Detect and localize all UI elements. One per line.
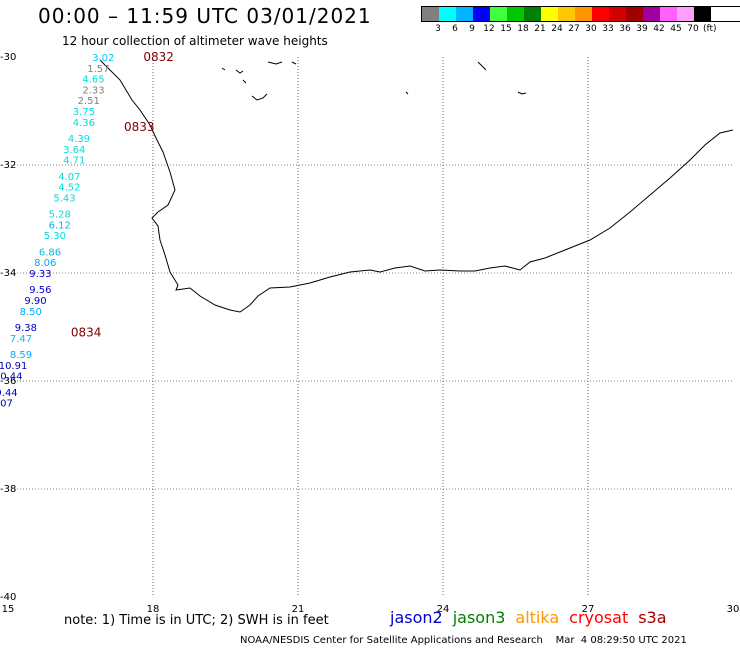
legend-swatches [421, 6, 740, 22]
pass-time-label: 0832 [143, 50, 174, 64]
legend-swatch [660, 7, 677, 21]
legend-label: 27 [568, 24, 580, 34]
legend-label: 9 [469, 24, 475, 34]
wave-height-value: 10.44 [0, 372, 23, 383]
wave-height-value: 9.33 [29, 269, 51, 280]
legend-label: 33 [602, 24, 614, 34]
lon-tick-label: 18 [147, 604, 160, 615]
pass-time-labels: 0832 0833 0834 [71, 50, 174, 339]
axis-ticks: 15 18 21 24 27 30 -30 -32 -34 -36 -38 -40 [0, 52, 739, 615]
legend-label: 45 [670, 24, 682, 34]
wave-height-value: 9.90 [24, 296, 46, 307]
wave-height-value: 2.51 [78, 96, 100, 107]
color-scale-legend: 3 6 9 12 15 18 21 24 27 30 33 36 39 42 45 70 (ft) [421, 6, 740, 36]
wave-height-value: 1.57 [87, 64, 109, 75]
legend-label: 24 [551, 24, 563, 34]
legend-swatch [490, 7, 507, 21]
lon-tick-label: 21 [292, 604, 305, 615]
wave-height-value: 4.07 [58, 172, 80, 183]
satellite-name: jason3 [452, 608, 506, 627]
legend-swatch [422, 7, 439, 21]
wave-height-value: 9.38 [15, 323, 37, 334]
wave-height-value: 10.91 [0, 361, 27, 372]
graticule [8, 57, 733, 597]
lon-tick-label: 27 [582, 604, 595, 615]
wave-height-value: 3.02 [92, 53, 114, 64]
legend-swatch [609, 7, 626, 21]
wave-height-value: 8.06 [34, 258, 56, 269]
legend-label: 21 [534, 24, 546, 34]
lat-tick-label: -36 [0, 376, 16, 387]
wave-height-value: 3.64 [63, 145, 85, 156]
wave-height-value: 8.59 [10, 350, 32, 361]
legend-swatch [524, 7, 541, 21]
lat-tick-label: -32 [0, 160, 16, 171]
legend-labels: 3 6 9 12 15 18 21 24 27 30 33 36 39 42 45 70 (ft) [421, 22, 740, 36]
legend-swatch [626, 7, 643, 21]
satellite-name: altika [515, 608, 560, 627]
wave-height-values: 3.021.574.652.332.513.754.36 4.393.644.71… [0, 53, 114, 410]
legend-label: 6 [452, 24, 458, 34]
pass-time-label: 0834 [71, 325, 102, 339]
wave-height-value: 10.07 [0, 399, 13, 410]
legend-unit: (ft) [703, 24, 717, 34]
legend-label: 12 [483, 24, 495, 34]
legend-swatch [456, 7, 473, 21]
wave-height-value: 5.28 [49, 210, 71, 221]
map-subtitle: 12 hour collection of altimeter wave hei… [62, 34, 328, 48]
lat-tick-label: -30 [0, 52, 16, 63]
legend-label: 15 [500, 24, 512, 34]
legend-swatch [541, 7, 558, 21]
legend-label: 42 [653, 24, 665, 34]
wave-height-value: 2.33 [82, 85, 104, 96]
wave-height-value: 3.75 [73, 107, 95, 118]
satellite-name: cryosat [569, 608, 629, 627]
legend-label: 30 [585, 24, 597, 34]
offshore-islands [221, 61, 527, 101]
wave-height-value: 7.47 [10, 334, 32, 345]
pass-time-label: 0833 [124, 120, 155, 134]
legend-label: 70 [687, 24, 699, 34]
lat-tick-label: -40 [0, 592, 16, 603]
map-title: 00:00 – 11:59 UTC 03/01/2021 [38, 4, 372, 28]
legend-label: 36 [619, 24, 631, 34]
lon-tick-label: 24 [437, 604, 450, 615]
lat-tick-label: -34 [0, 268, 16, 279]
wave-height-value: 8.50 [20, 307, 42, 318]
satellite-name: jason2 [390, 608, 443, 627]
credit-line: NOAA/NESDIS Center for Satellite Applica… [240, 635, 687, 646]
legend-swatch [575, 7, 592, 21]
satellite-name: s3a [638, 608, 667, 627]
legend-swatch [694, 7, 711, 21]
legend-swatch [677, 7, 694, 21]
legend-swatch [558, 7, 575, 21]
wave-height-value: 4.36 [73, 118, 95, 129]
wave-height-value: 5.30 [44, 231, 66, 242]
wave-height-value: 4.52 [58, 183, 80, 194]
wave-height-value: 4.71 [63, 156, 85, 167]
satellite-legend: jason2 jason3 altika cryosat s3a [390, 608, 677, 627]
legend-swatch [643, 7, 660, 21]
wave-height-value: 4.39 [68, 134, 90, 145]
legend-swatch [439, 7, 456, 21]
legend-label: 3 [435, 24, 441, 34]
lat-tick-label: -38 [0, 484, 16, 495]
legend-label: 18 [517, 24, 529, 34]
wave-height-value: 9.44 [0, 388, 18, 399]
lon-tick-label: 30 [727, 604, 740, 615]
legend-swatch [592, 7, 609, 21]
legend-swatch [507, 7, 524, 21]
wave-height-value: 5.43 [53, 193, 75, 204]
coastline [99, 59, 734, 313]
legend-label: 39 [636, 24, 648, 34]
wave-height-value: 4.65 [82, 75, 104, 86]
lon-tick-label: 15 [2, 604, 15, 615]
footnote: note: 1) Time is in UTC; 2) SWH is in fe… [64, 613, 329, 628]
wave-height-value: 6.86 [39, 247, 61, 258]
legend-swatch [473, 7, 490, 21]
wave-height-value: 9.56 [29, 285, 51, 296]
wave-height-value: 6.12 [49, 220, 71, 231]
